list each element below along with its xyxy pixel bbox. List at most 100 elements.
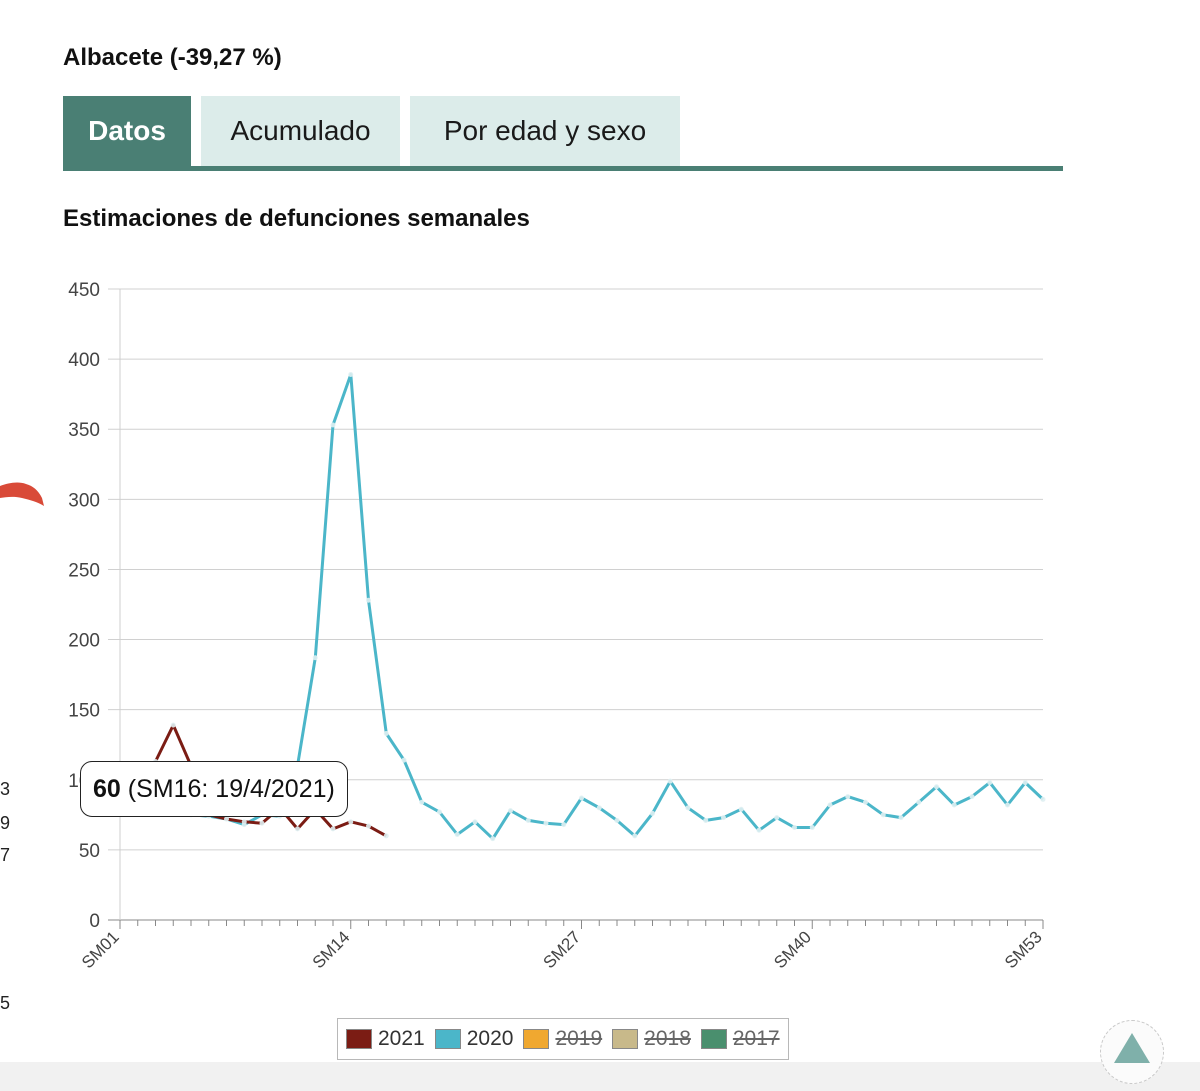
tooltip-value: 60	[93, 775, 121, 803]
triangle-up-icon	[1114, 1033, 1150, 1063]
data-point-2020	[880, 812, 886, 818]
legend-item-2021[interactable]: 2021	[346, 1027, 425, 1051]
legend-swatch	[612, 1029, 639, 1049]
tick-labels: 050100150200250300350400450SM01SM14SM27S…	[68, 280, 1046, 972]
tab-underline	[63, 166, 1063, 171]
data-point-2020	[543, 820, 549, 826]
data-point-2020	[366, 597, 371, 603]
legend-item-2017[interactable]: 2017	[700, 1027, 780, 1051]
data-point-2020	[383, 731, 389, 737]
data-point-2020	[437, 809, 442, 815]
tooltip-label: (SM16: 19/4/2021)	[127, 775, 335, 803]
y-tick-label: 150	[68, 701, 100, 722]
legend-swatch	[434, 1029, 461, 1049]
region-title: Albacete (-39,27 %)	[63, 44, 282, 71]
data-point-2020	[685, 805, 691, 811]
x-tick-label: SM14	[309, 927, 354, 972]
side-digit: 3	[0, 779, 11, 799]
data-point-2021	[224, 816, 229, 822]
side-digit: 9	[0, 813, 11, 833]
data-point-2020	[579, 795, 584, 801]
data-point-2020	[738, 806, 744, 812]
data-point-2020	[845, 794, 851, 800]
legend-swatch	[700, 1029, 727, 1049]
legend-label: 2019	[555, 1027, 603, 1050]
x-tick-label: SM53	[1001, 927, 1046, 972]
data-point-2020	[632, 833, 638, 839]
x-tick-label: SM40	[770, 927, 815, 972]
data-point-2020	[987, 780, 993, 786]
data-point-2021	[383, 833, 389, 839]
chart-legend: 2021 2020 2019 2018 2017	[337, 1018, 789, 1060]
data-point-2020	[596, 805, 602, 811]
legend-swatch	[523, 1029, 550, 1049]
y-tick-label: 0	[89, 911, 100, 932]
data-point-2020	[561, 822, 567, 828]
data-point-2020	[721, 815, 726, 821]
legend-label: 2017	[732, 1027, 780, 1050]
data-point-2020	[756, 827, 762, 833]
data-point-2020	[774, 815, 780, 821]
data-point-2020	[667, 778, 673, 784]
data-point-2020	[472, 819, 478, 825]
data-point-2020	[508, 808, 513, 814]
tab-acumulado[interactable]: Acumulado	[201, 96, 400, 166]
data-point-2020	[1022, 780, 1028, 786]
legend-label: 2021	[378, 1027, 425, 1050]
y-tick-label: 400	[68, 350, 100, 371]
data-point-2020	[951, 802, 957, 808]
legend-label: 2020	[466, 1027, 514, 1050]
data-point-2020	[898, 815, 904, 821]
side-digit: 7	[0, 845, 11, 865]
data-point-2020	[312, 655, 318, 661]
grid-lines	[108, 288, 1043, 921]
data-point-2020	[703, 817, 709, 823]
data-point-2021	[366, 823, 371, 829]
data-point-2021	[170, 722, 176, 728]
data-point-2021	[330, 826, 336, 832]
data-point-2020	[401, 757, 407, 763]
data-point-2020	[969, 794, 975, 800]
data-point-2020	[348, 372, 354, 378]
page-bottom-band	[0, 1062, 1200, 1091]
y-tick-label: 450	[68, 280, 100, 301]
legend-item-2018[interactable]: 2018	[612, 1027, 691, 1051]
line-chart: 050100150200250300350400450SM01SM14SM27S…	[68, 280, 1046, 972]
chart-tooltip: 60 (SM16: 19/4/2021)	[80, 761, 348, 817]
legend-item-2019[interactable]: 2019	[523, 1027, 602, 1051]
data-point-2020	[809, 824, 815, 830]
legend-swatch	[346, 1029, 372, 1049]
data-point-2020	[419, 799, 425, 805]
data-point-2020	[650, 810, 655, 816]
data-point-2020	[916, 799, 922, 805]
y-tick-label: 50	[79, 841, 100, 862]
y-tick-label: 200	[68, 631, 100, 652]
chart-title: Estimaciones de defunciones semanales	[63, 205, 530, 232]
y-tick-label: 250	[68, 560, 100, 581]
data-point-2020	[934, 784, 939, 790]
x-tick-label: SM01	[78, 927, 123, 972]
data-point-2020	[330, 422, 336, 428]
y-tick-label: 300	[68, 490, 100, 511]
data-point-2020	[1040, 796, 1046, 802]
side-digit: 5	[0, 993, 11, 1013]
legend-label: 2018	[644, 1027, 691, 1050]
data-point-2021	[241, 819, 247, 825]
tab-datos[interactable]: Datos	[63, 96, 191, 166]
data-point-2020	[827, 802, 833, 808]
data-point-2021	[348, 819, 354, 825]
data-point-2020	[1005, 802, 1010, 808]
axes	[119, 289, 1044, 929]
x-tick-label: SM27	[539, 927, 584, 972]
tab-por-edad-y-sexo[interactable]: Por edad y sexo	[410, 96, 680, 166]
tab-bar: Datos Acumulado Por edad y sexo	[63, 96, 1063, 174]
y-tick-label: 350	[68, 420, 100, 441]
data-point-2020	[614, 817, 620, 823]
data-point-2020	[454, 831, 460, 837]
legend-item-2020[interactable]: 2020	[434, 1027, 514, 1051]
data-point-2020	[525, 817, 531, 823]
scroll-to-top-button[interactable]	[1100, 1020, 1164, 1084]
data-point-2021	[295, 826, 300, 832]
red-map-fragment	[0, 482, 44, 506]
data-point-2021	[259, 820, 265, 826]
